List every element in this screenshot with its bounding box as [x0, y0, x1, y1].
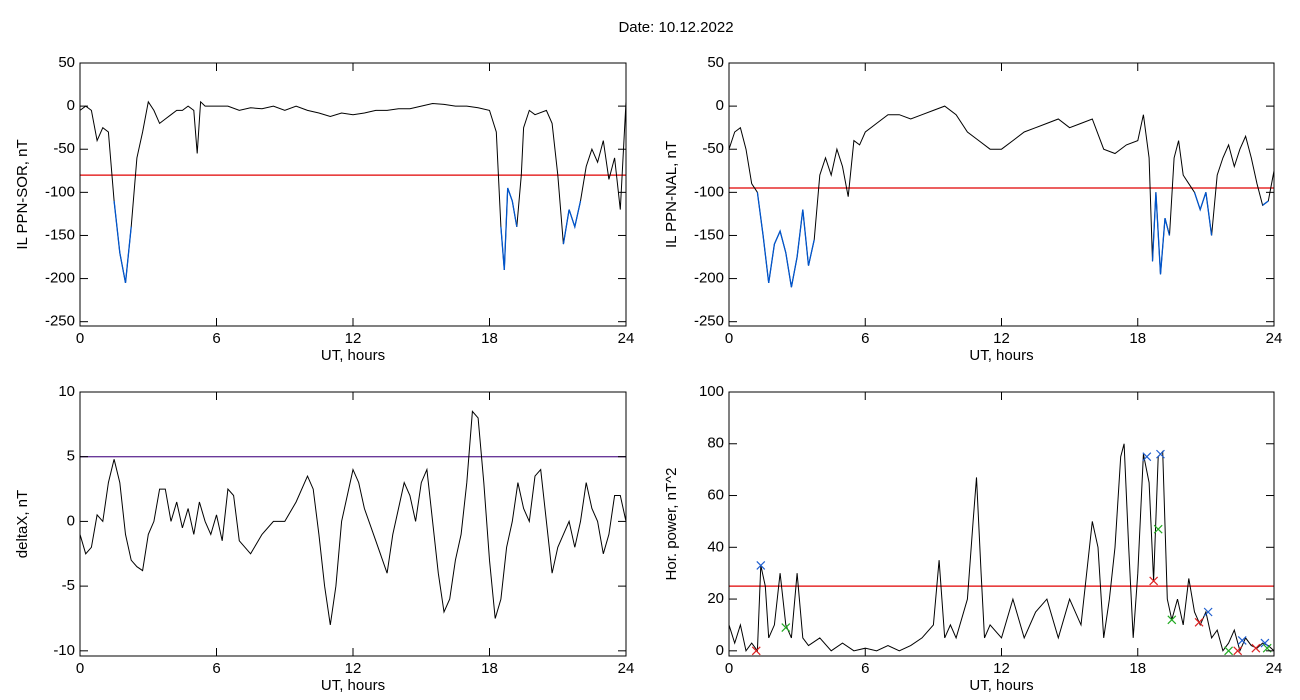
y-tick-label: 5 [67, 448, 75, 465]
y-tick-label: -150 [45, 226, 75, 243]
cross-marker [1167, 615, 1177, 625]
y-tick-label: -10 [53, 642, 75, 659]
y-tick-label: 60 [707, 486, 724, 503]
y-tick-label: 100 [699, 383, 724, 400]
x-tick-label: 18 [1129, 660, 1146, 677]
x-tick-label: 18 [481, 330, 498, 347]
cross-marker [1224, 646, 1234, 656]
cross-marker [1260, 638, 1270, 648]
panel: 0 6 12 18 24 50 0 -50 -100 -150 -200 -250 UT, hours I… [663, 54, 1282, 364]
cross-marker [1153, 524, 1163, 534]
x-tick-label: 6 [861, 660, 869, 677]
cross-marker [1203, 607, 1213, 617]
y-axis-label: IL PPN-NAL, nT [663, 141, 680, 248]
panel: 0 6 12 18 24 100 80 60 40 20 0 UT, hours Hor. power,… [663, 383, 1282, 694]
panel: 0 6 12 18 24 50 0 -50 -100 -150 -200 -250 UT, hours I… [14, 54, 634, 364]
y-tick-label: 0 [716, 97, 724, 114]
x-tick-label: 18 [1129, 330, 1146, 347]
x-tick-label: 12 [345, 660, 362, 677]
y-tick-label: 10 [58, 383, 75, 400]
x-tick-label: 0 [725, 330, 733, 347]
data-line [80, 410, 626, 625]
x-tick-label: 18 [481, 660, 498, 677]
plot-area [80, 100, 626, 283]
cross-marker [751, 646, 761, 656]
cross-marker [781, 623, 791, 632]
y-axis-label: IL PPN-SOR, nT [14, 139, 31, 249]
cross-marker [1233, 646, 1243, 656]
x-tick-label: 12 [345, 330, 362, 347]
x-tick-label: 0 [725, 660, 733, 677]
panel: 0 6 12 18 24 10 5 0 -5 -10 UT, hours deltaX, nT [14, 383, 634, 694]
y-tick-label: -200 [45, 270, 75, 287]
y-tick-label: -200 [694, 270, 724, 287]
y-tick-label: 50 [707, 54, 724, 71]
y-tick-label: -100 [45, 183, 75, 200]
cross-marker [1251, 643, 1261, 653]
y-tick-label: 40 [707, 538, 724, 555]
cross-marker [756, 560, 766, 570]
plot-area [729, 443, 1274, 656]
x-axis-label: UT, hours [969, 677, 1033, 694]
below-threshold-line [756, 192, 1269, 288]
y-axis-label: Hor. power, nT^2 [663, 468, 680, 581]
x-tick-label: 0 [76, 330, 84, 347]
x-tick-label: 0 [76, 660, 84, 677]
x-axis-label: UT, hours [321, 677, 385, 694]
cross-marker [1237, 636, 1247, 645]
x-tick-label: 24 [618, 660, 635, 677]
y-tick-label: -50 [53, 140, 75, 157]
x-tick-label: 24 [1266, 660, 1283, 677]
plot-area [80, 410, 626, 625]
plot-area [729, 105, 1274, 288]
cross-marker [1142, 452, 1152, 462]
x-axis-label: UT, hours [321, 347, 385, 364]
cross-marker [1156, 449, 1165, 459]
cross-marker [1194, 617, 1204, 627]
x-tick-label: 6 [861, 330, 869, 347]
y-tick-label: -250 [694, 313, 724, 330]
y-tick-label: -5 [62, 577, 75, 594]
x-tick-label: 6 [212, 330, 220, 347]
x-tick-label: 12 [993, 660, 1010, 677]
y-tick-label: -100 [694, 183, 724, 200]
y-tick-label: 80 [707, 435, 724, 452]
x-axis-label: UT, hours [969, 347, 1033, 364]
y-axis-label: deltaX, nT [14, 490, 31, 558]
y-tick-label: -50 [702, 140, 724, 157]
x-tick-label: 6 [212, 660, 220, 677]
y-tick-label: 0 [716, 642, 724, 659]
x-tick-label: 24 [618, 330, 635, 347]
cross-marker [1149, 576, 1159, 586]
y-tick-label: -250 [45, 313, 75, 330]
y-tick-label: -150 [694, 226, 724, 243]
y-tick-label: 0 [67, 97, 75, 114]
y-tick-label: 50 [58, 54, 75, 71]
x-tick-label: 24 [1266, 330, 1283, 347]
figure-title: Date: 10.12.2022 [618, 19, 733, 36]
y-tick-label: 0 [67, 512, 75, 529]
y-tick-label: 20 [707, 590, 724, 607]
x-tick-label: 12 [993, 330, 1010, 347]
data-line [80, 100, 626, 283]
